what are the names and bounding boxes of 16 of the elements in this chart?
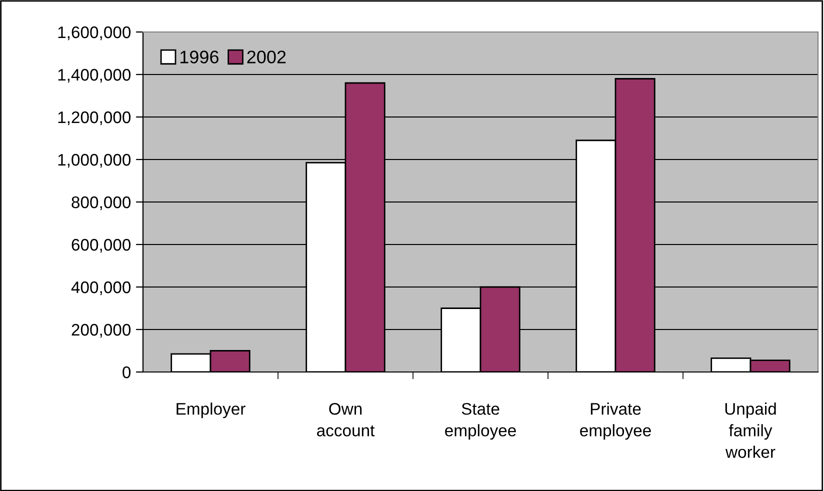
x-tick-label: Own account <box>317 402 375 436</box>
y-tick-label: 200,000 <box>72 324 131 338</box>
x-tick-label: Unpaid family worker <box>725 402 776 458</box>
y-tick-label: 400,000 <box>71 281 131 296</box>
y-tick-label: 600,000 <box>72 238 131 253</box>
legend-label: 2002 <box>247 50 286 64</box>
x-tick-label: Employer <box>176 402 246 418</box>
x-tick-label: Private employee <box>580 402 651 440</box>
y-tick-label: 1,200,000 <box>58 111 131 126</box>
y-tick-label: 800,000 <box>72 196 131 210</box>
y-tick-label: 1,400,000 <box>58 68 131 83</box>
y-tick-label: 1,000,000 <box>58 154 131 168</box>
legend-label: 1996 <box>180 50 218 64</box>
y-tick-label: 0 <box>122 366 131 378</box>
y-tick-label: 1,600,000 <box>58 26 131 40</box>
x-tick-label: State employee <box>445 402 516 440</box>
